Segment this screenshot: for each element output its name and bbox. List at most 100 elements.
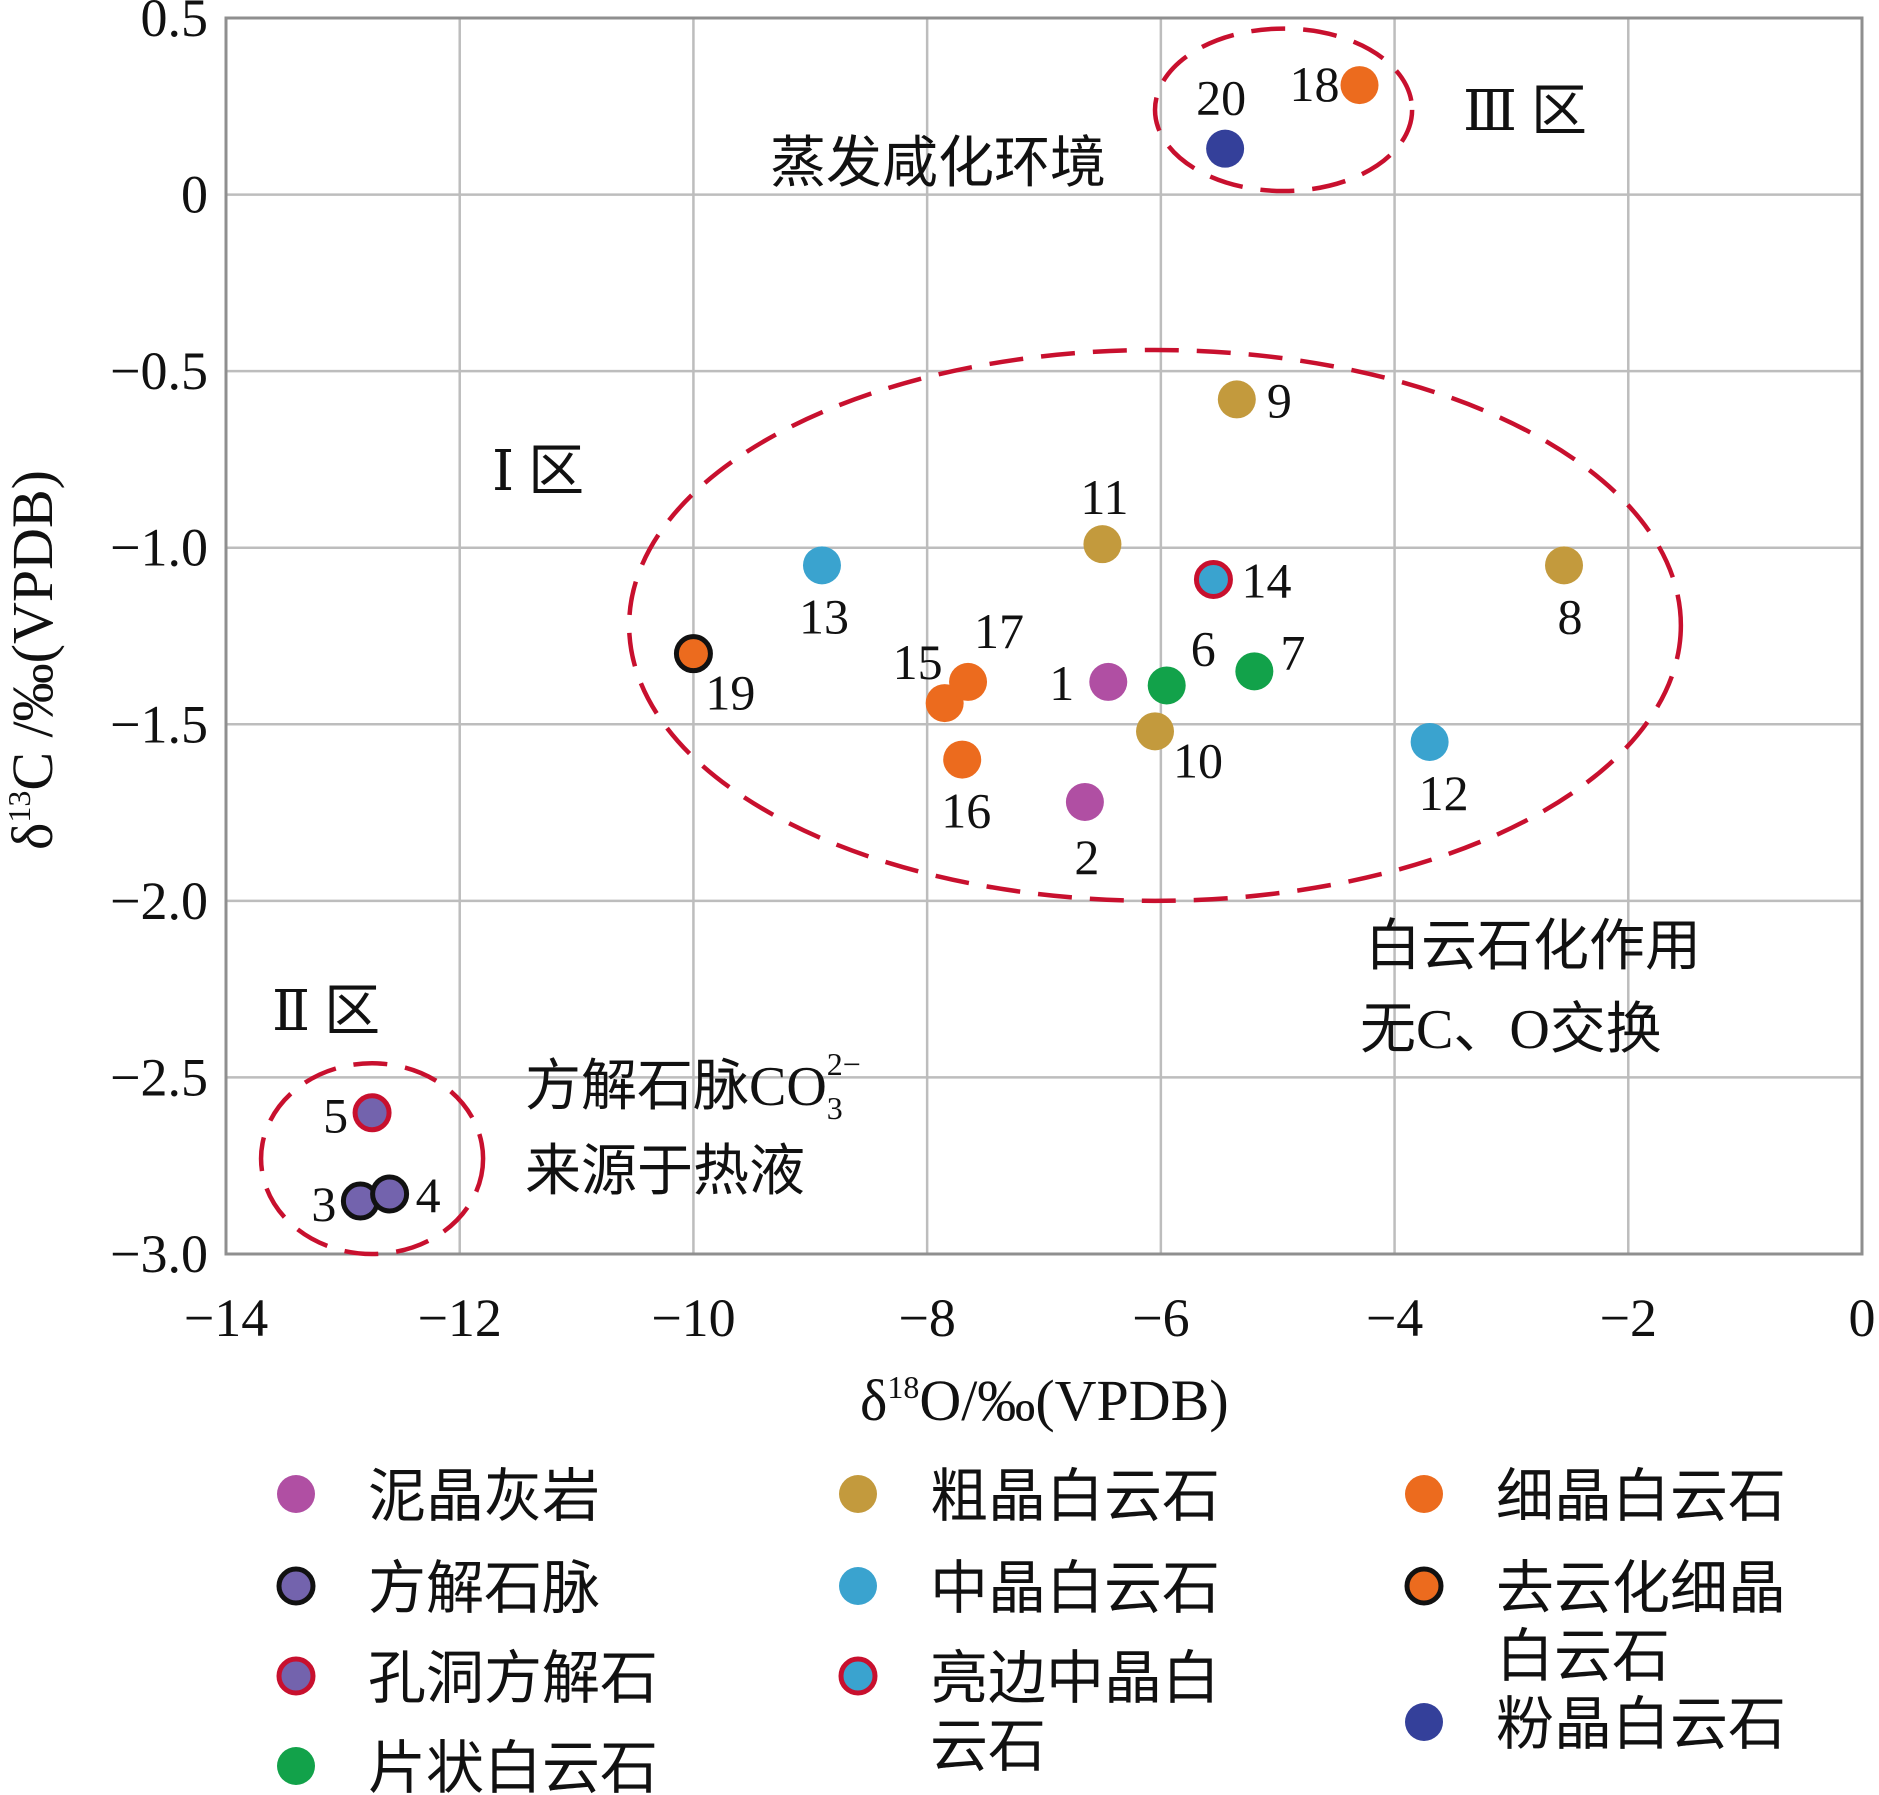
legend-marker-powder_dolomite: [1405, 1703, 1443, 1741]
dolomitization-note-line2: 无C、O交换: [1360, 999, 1662, 1061]
legend-label: 云石: [930, 1714, 1046, 1779]
hydrothermal-note-superscript: 2−: [827, 1046, 861, 1082]
y-tick-label: 0.5: [141, 0, 209, 48]
data-point-10: [1136, 712, 1175, 751]
data-point-17: [949, 662, 988, 701]
zone-3-label: Ⅲ 区: [1463, 81, 1587, 143]
data-point-20: [1206, 129, 1245, 168]
y-tick-label: −1.5: [110, 694, 208, 754]
dolomitization-note-line1: 白云石化作用: [1365, 916, 1701, 978]
legend-label: 泥晶灰岩: [368, 1464, 600, 1529]
data-point-5: [352, 1093, 392, 1133]
legend-label: 细晶白云石: [1496, 1464, 1786, 1529]
legend-marker-calcite_vein: [276, 1566, 316, 1606]
x-tick-labels: −14 −12 −10 −8 −6 −4 −2 0: [184, 1288, 1876, 1348]
data-point-19: [673, 634, 713, 674]
x-tick-label: −14: [184, 1288, 268, 1348]
plot-frame: [224, 16, 1864, 1256]
data-point-4: [370, 1174, 410, 1214]
legend-marker-rimmed_medium_dolomite: [838, 1656, 878, 1696]
region-ellipses: [258, 26, 1684, 1257]
legend-marker-fine_dolomite: [1405, 1475, 1443, 1513]
x-tick-label: −2: [1600, 1288, 1657, 1348]
x-tick-label: 0: [1849, 1288, 1876, 1348]
point-label-17: 17: [974, 603, 1024, 659]
data-point-1: [1089, 662, 1128, 701]
legend-marker-vug_calcite: [276, 1656, 316, 1696]
point-label-5: 5: [323, 1088, 348, 1144]
data-point-9: [1217, 380, 1256, 419]
x-axis-title-suffix: O/‰(VPDB): [919, 1368, 1228, 1433]
y-axis-title-suffix: C /‰(VPDB): [0, 470, 65, 791]
x-axis-title: δ18O/‰(VPDB): [860, 1368, 1229, 1433]
hydrothermal-note-line2: 来源于热液: [525, 1141, 805, 1203]
legend-label: 方解石脉: [368, 1556, 600, 1621]
x-tick-label: −8: [898, 1288, 955, 1348]
y-tick-label: −1.0: [110, 518, 208, 578]
y-tick-labels: 0.5 0 −0.5 −1.0 −1.5 −2.0 −2.5 −3.0: [110, 0, 208, 1284]
zone-3-ellipse: [1152, 26, 1415, 194]
legend-label: 白云石: [1496, 1624, 1670, 1689]
hydrothermal-note-subscript: 3: [827, 1090, 843, 1126]
y-tick-label: −2.0: [110, 871, 208, 931]
legend-marker-flaky_dolomite: [277, 1747, 315, 1785]
y-axis-title-sup: 13: [1, 791, 37, 823]
y-tick-label: −0.5: [110, 341, 208, 401]
legend-marker-medium_dolomite: [839, 1567, 877, 1605]
point-label-2: 2: [1074, 829, 1099, 885]
data-point-14: [1193, 559, 1233, 599]
point-label-7: 7: [1280, 624, 1305, 680]
point-label-3: 3: [311, 1176, 336, 1232]
legend-label: 粗晶白云石: [930, 1464, 1220, 1529]
x-tick-label: −10: [651, 1288, 735, 1348]
point-label-14: 14: [1241, 552, 1291, 608]
legend-marker-dedolomitized_fine_dolomite: [1404, 1566, 1444, 1606]
legend-label: 片状白云石: [368, 1736, 658, 1795]
zone-2-ellipse: [258, 1061, 486, 1257]
point-label-20: 20: [1196, 70, 1246, 126]
legend-label: 中晶白云石: [930, 1556, 1220, 1621]
grid-layer: [224, 16, 1864, 1256]
point-label-10: 10: [1173, 732, 1223, 788]
zone-1-label: Ⅰ 区: [492, 441, 584, 503]
x-axis-title-prefix: δ: [860, 1368, 887, 1433]
data-point-16: [943, 740, 982, 779]
legend-label: 亮边中晶白: [930, 1646, 1220, 1711]
x-tick-label: −4: [1366, 1288, 1423, 1348]
point-label-12: 12: [1419, 765, 1469, 821]
point-label-4: 4: [416, 1167, 441, 1223]
point-label-11: 11: [1080, 469, 1128, 525]
legend-label: 孔洞方解石: [368, 1646, 658, 1711]
y-tick-label: −3.0: [110, 1224, 208, 1284]
point-label-19: 19: [705, 665, 755, 721]
x-tick-label: −6: [1132, 1288, 1189, 1348]
point-label-9: 9: [1267, 372, 1292, 428]
point-label-18: 18: [1290, 56, 1340, 112]
x-axis-title-sup: 18: [887, 1369, 919, 1405]
data-points: [340, 66, 1584, 1221]
x-tick-label: −12: [417, 1288, 501, 1348]
hydrothermal-note-line1: 方解石脉CO3 2−: [525, 1046, 861, 1126]
zone-1-ellipse: [626, 347, 1684, 904]
data-point-7: [1235, 652, 1274, 691]
evaporite-note: 蒸发咸化环境: [770, 133, 1106, 195]
point-label-6: 6: [1191, 620, 1216, 676]
data-point-11: [1083, 525, 1122, 564]
hydrothermal-note-text: 方解石脉CO: [525, 1056, 827, 1118]
point-label-8: 8: [1558, 588, 1583, 644]
point-label-15: 15: [893, 634, 943, 690]
legend-label: 粉晶白云石: [1496, 1692, 1786, 1757]
legend-label: 去云化细晶: [1496, 1556, 1786, 1621]
data-point-12: [1410, 722, 1449, 761]
point-label-13: 13: [799, 588, 849, 644]
y-axis-title-prefix: δ: [0, 823, 65, 850]
data-point-18: [1340, 66, 1379, 105]
y-tick-label: −2.5: [110, 1047, 208, 1107]
legend-marker-coarse_dolomite: [839, 1475, 877, 1513]
zone-2-label: Ⅱ 区: [272, 981, 380, 1043]
data-point-13: [802, 546, 841, 585]
point-label-16: 16: [941, 783, 991, 839]
